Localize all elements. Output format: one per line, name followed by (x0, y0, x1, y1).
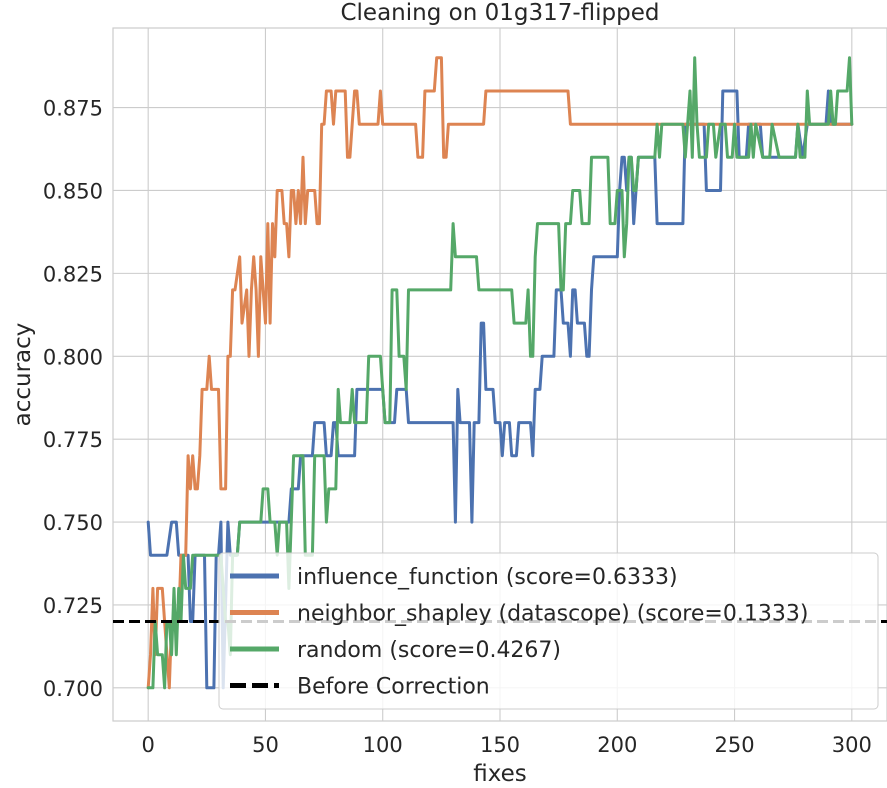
legend-label-1: neighbor_shapley (datascope) (score=0.13… (297, 602, 808, 627)
legend-box (218, 552, 879, 710)
x-tick-label: 300 (832, 733, 872, 757)
y-tick-label: 0.700 (43, 677, 103, 701)
x-tick-label: 200 (597, 733, 637, 757)
x-tick-label: 50 (252, 733, 279, 757)
legend: influence_function (score=0.6333) neighbo… (218, 552, 879, 710)
legend-label-0: influence_function (score=0.6333) (297, 565, 678, 590)
y-axis-label: accuracy (10, 323, 36, 427)
x-axis-label: fixes (473, 761, 527, 787)
y-tick-label: 0.775 (43, 428, 103, 452)
series-line-2 (146, 56, 854, 690)
chart-title: Cleaning on 01g317-flipped (340, 0, 659, 26)
y-tick-label: 0.850 (43, 179, 103, 203)
legend-label-2: random (score=0.4267) (297, 638, 561, 663)
tick-labels: 0 50 100 150 200 250 300 0.700 0.725 0.750 0.775 0.… (43, 97, 872, 757)
legend-label-3: Before Correction (297, 675, 490, 700)
x-tick-label: 0 (141, 733, 154, 757)
x-tick-label: 250 (714, 733, 754, 757)
y-tick-label: 0.725 (43, 594, 103, 618)
series-line-1 (146, 56, 854, 690)
y-tick-label: 0.825 (43, 262, 103, 286)
plot-frame (112, 27, 887, 722)
x-tick-label: 150 (480, 733, 520, 757)
y-tick-label: 0.750 (43, 511, 103, 535)
y-tick-label: 0.800 (43, 345, 103, 369)
x-tick-label: 100 (363, 733, 403, 757)
y-tick-label: 0.875 (43, 97, 103, 121)
